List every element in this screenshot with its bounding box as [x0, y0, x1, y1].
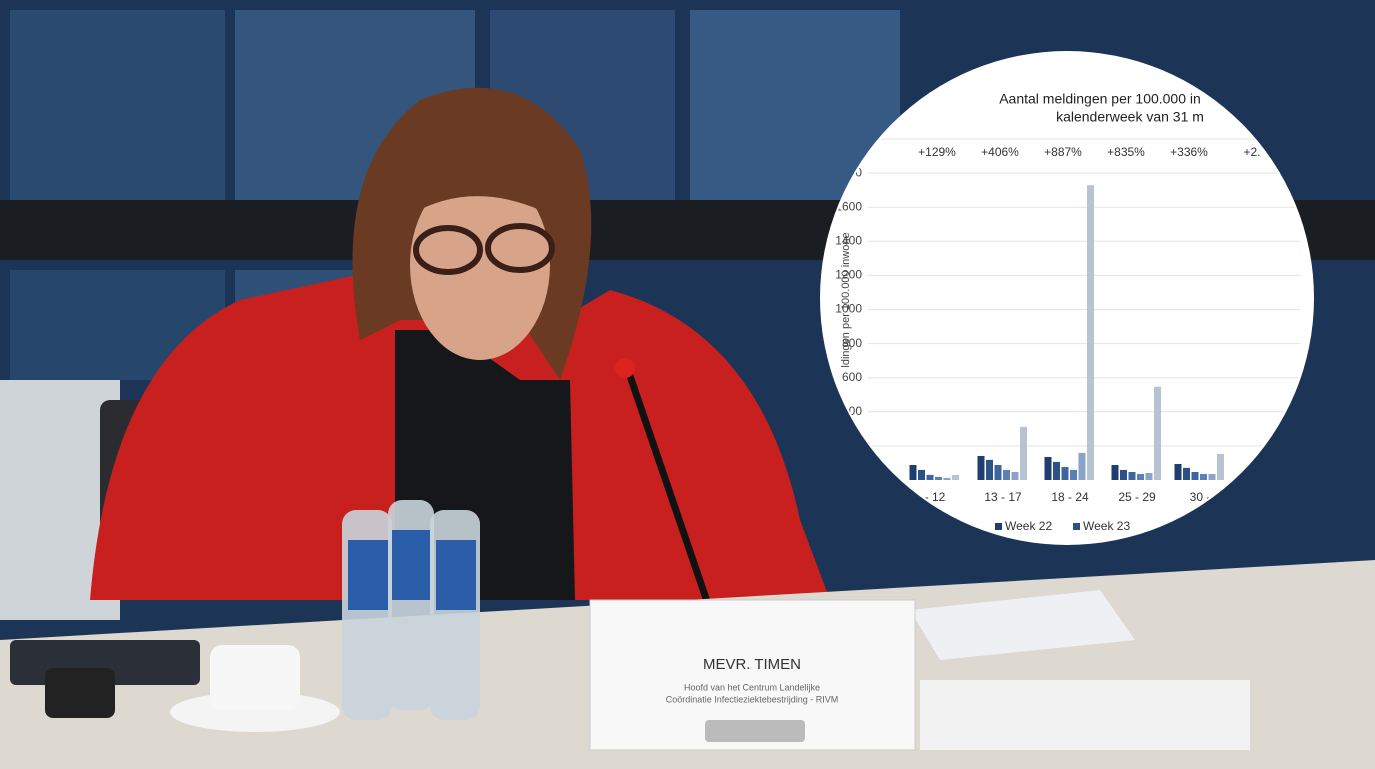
y-tick-label: 600 [842, 370, 862, 384]
microphone-tip [615, 358, 635, 378]
nameplate-role: Coördinatie Infectieziektebestrijding - … [666, 694, 839, 704]
bar [978, 456, 985, 480]
annotation: +2. [1243, 145, 1260, 159]
bar [1003, 470, 1010, 480]
window-pane [10, 10, 225, 200]
nameplate-name: MEVR. TIMEN [703, 656, 801, 673]
bar [1070, 470, 1077, 480]
bar [1209, 474, 1216, 480]
y-tick-label: 1200 [835, 268, 862, 282]
bar [1120, 470, 1127, 480]
annotation: +835% [1107, 145, 1145, 159]
bar [918, 470, 925, 480]
legend-entry: Week 23 [1083, 519, 1130, 533]
annotation: +406% [981, 145, 1019, 159]
bar [1183, 468, 1190, 480]
bar [1146, 473, 1153, 480]
x-tick-label: 18 - 24 [1051, 490, 1089, 504]
chart-title: kalenderweek van 31 m [1056, 109, 1204, 125]
bottle-label [392, 530, 430, 600]
paper [920, 680, 1250, 750]
bar [1129, 472, 1136, 480]
bar [1053, 462, 1060, 480]
y-tick-label: 800 [842, 336, 862, 350]
phone [45, 668, 115, 718]
bottle-label [348, 540, 388, 610]
bar [944, 478, 951, 480]
bar [927, 475, 934, 480]
bar [952, 475, 959, 480]
legend-swatch [1073, 523, 1080, 530]
bar [1112, 465, 1119, 480]
x-tick-label: 25 - 29 [1118, 490, 1156, 504]
bar [1137, 474, 1144, 480]
chart-title: Aantal meldingen per 100.000 in [999, 91, 1201, 107]
bar [1175, 464, 1182, 480]
bar [1217, 454, 1224, 480]
bar [1079, 453, 1086, 480]
cup [210, 645, 300, 710]
x-tick-label: 13 - 17 [984, 490, 1022, 504]
bar [995, 465, 1002, 480]
bar [1154, 387, 1161, 480]
bar [1062, 467, 1069, 480]
bar [1045, 457, 1052, 480]
legend-entry: Week 22 [1005, 519, 1052, 533]
annotation: +887% [1044, 145, 1082, 159]
bar [1192, 472, 1199, 480]
bar [1012, 472, 1019, 480]
nameplate-role: Hoofd van het Centrum Landelijke [684, 682, 820, 692]
y-tick-label: 1000 [835, 302, 862, 316]
y-tick-label: 1400 [835, 233, 862, 247]
bar [1087, 185, 1094, 480]
bar [1200, 474, 1207, 480]
page: MEVR. TIMEN Hoofd van het Centrum Landel… [0, 0, 1375, 769]
bar [910, 465, 917, 480]
bar [935, 477, 942, 480]
annotation: +129% [918, 145, 956, 159]
bottle-label [436, 540, 476, 610]
bar [1020, 427, 1027, 480]
bar [986, 460, 993, 480]
annotation: +336% [1170, 145, 1208, 159]
legend-swatch [995, 523, 1002, 530]
nameplate-holder [705, 720, 805, 742]
scene: MEVR. TIMEN Hoofd van het Centrum Landel… [0, 0, 1375, 769]
